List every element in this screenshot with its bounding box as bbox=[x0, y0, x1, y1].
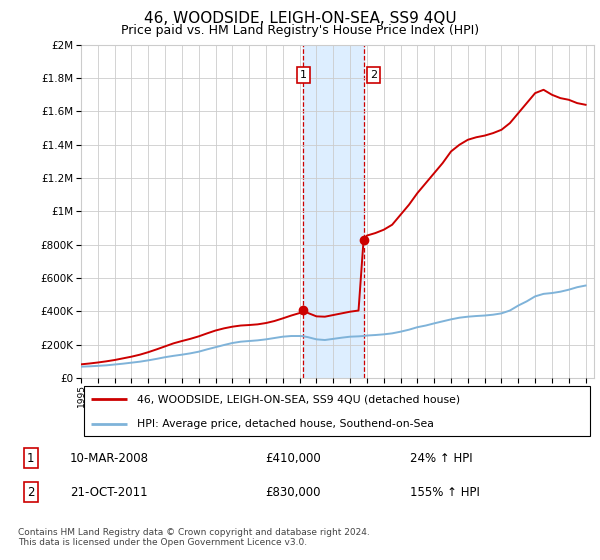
Text: Price paid vs. HM Land Registry's House Price Index (HPI): Price paid vs. HM Land Registry's House … bbox=[121, 24, 479, 36]
Text: 1: 1 bbox=[300, 70, 307, 80]
Text: £410,000: £410,000 bbox=[266, 451, 322, 465]
Text: 2: 2 bbox=[27, 486, 34, 498]
Text: 46, WOODSIDE, LEIGH-ON-SEA, SS9 4QU (detached house): 46, WOODSIDE, LEIGH-ON-SEA, SS9 4QU (det… bbox=[137, 394, 461, 404]
Text: 155% ↑ HPI: 155% ↑ HPI bbox=[410, 486, 479, 498]
Text: £830,000: £830,000 bbox=[266, 486, 321, 498]
Bar bbox=[303, 45, 364, 378]
FancyBboxPatch shape bbox=[83, 386, 590, 436]
Text: 1: 1 bbox=[27, 451, 34, 465]
Text: 46, WOODSIDE, LEIGH-ON-SEA, SS9 4QU: 46, WOODSIDE, LEIGH-ON-SEA, SS9 4QU bbox=[143, 11, 457, 26]
Text: 24% ↑ HPI: 24% ↑ HPI bbox=[410, 451, 472, 465]
Text: 21-OCT-2011: 21-OCT-2011 bbox=[70, 486, 148, 498]
Text: Contains HM Land Registry data © Crown copyright and database right 2024.
This d: Contains HM Land Registry data © Crown c… bbox=[18, 528, 370, 547]
Text: 2: 2 bbox=[370, 70, 377, 80]
Text: HPI: Average price, detached house, Southend-on-Sea: HPI: Average price, detached house, Sout… bbox=[137, 418, 434, 428]
Text: 10-MAR-2008: 10-MAR-2008 bbox=[70, 451, 149, 465]
